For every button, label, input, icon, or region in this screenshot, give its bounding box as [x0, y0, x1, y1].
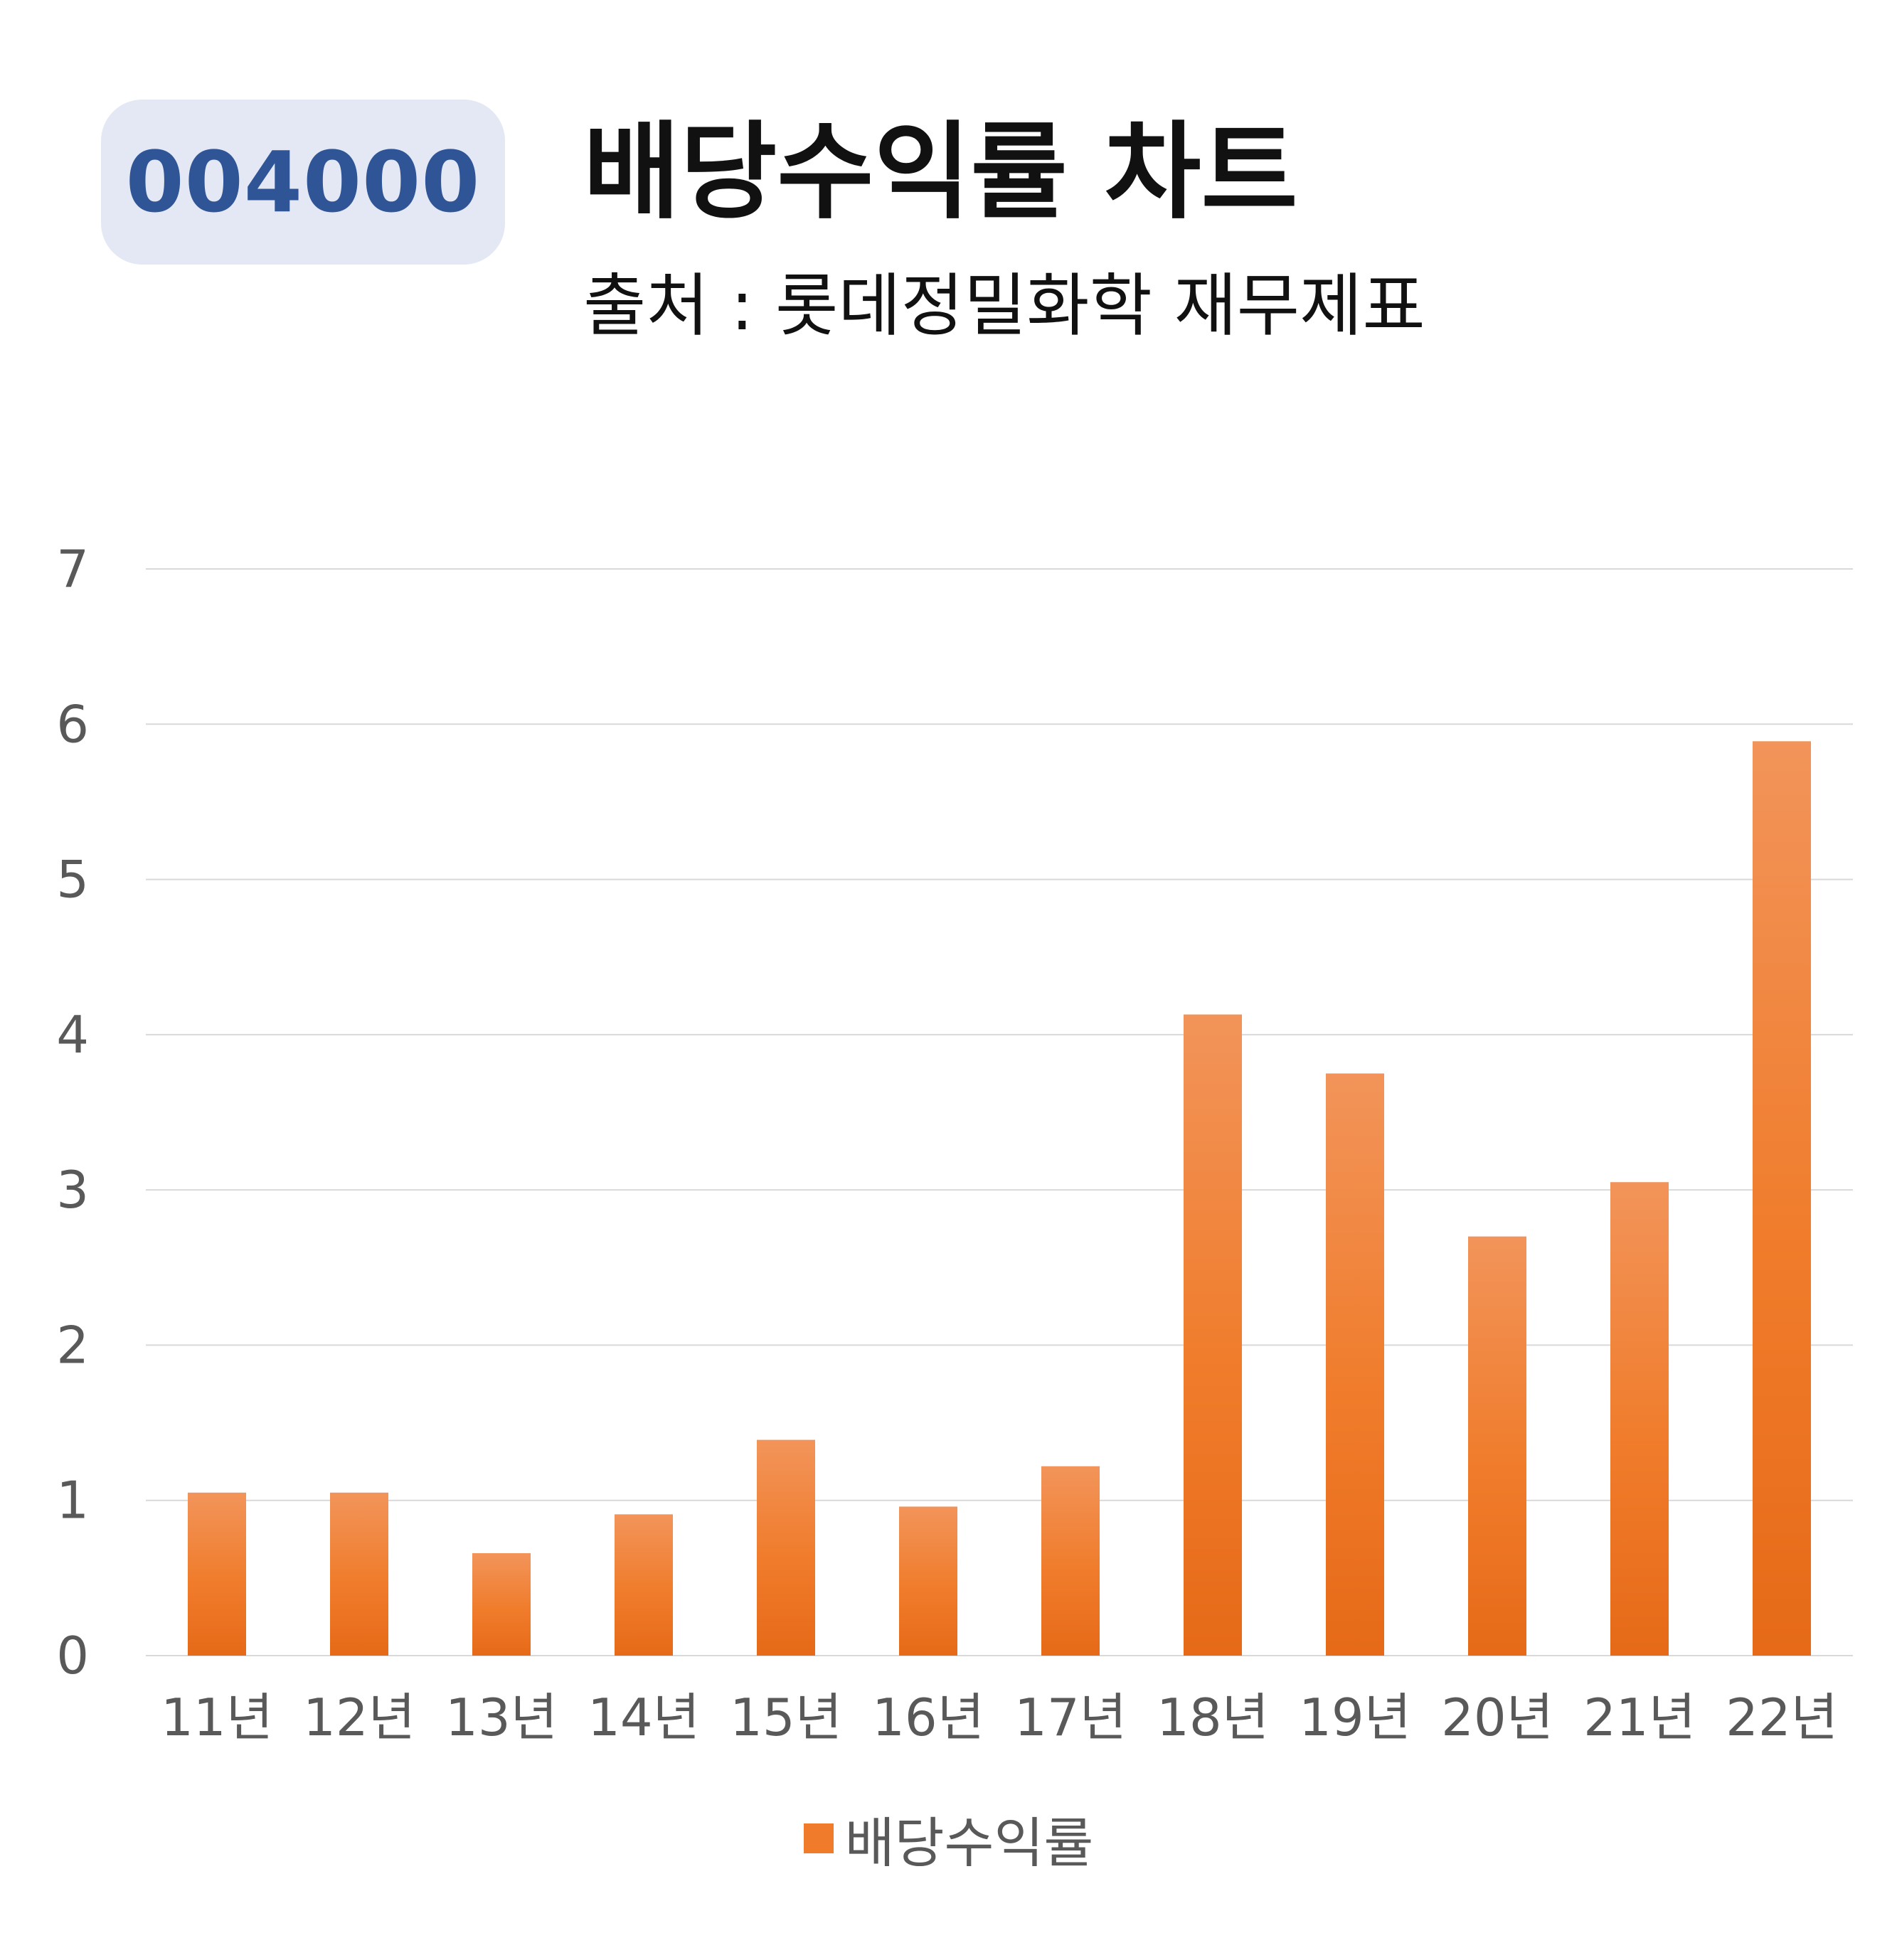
bars — [188, 741, 1811, 1656]
x-tick-label: 20년 — [1441, 1688, 1553, 1747]
page-title: 배당수익률 차트 — [583, 111, 1298, 233]
bar-16년 — [899, 1506, 957, 1656]
x-tick-label: 11년 — [161, 1688, 273, 1747]
bar-21년 — [1610, 1182, 1669, 1656]
x-tick-label: 13년 — [445, 1688, 558, 1747]
y-tick-label: 3 — [56, 1160, 89, 1220]
bar-18년 — [1184, 1014, 1242, 1656]
x-tick-label: 14년 — [588, 1688, 700, 1747]
y-axis-ticks: 0 1 2 3 4 5 6 7 — [56, 539, 89, 1685]
bar-12년 — [330, 1492, 388, 1656]
y-tick-label: 4 — [56, 1005, 89, 1065]
bar-13년 — [472, 1552, 531, 1656]
y-tick-label: 5 — [56, 850, 89, 910]
y-tick-label: 7 — [56, 539, 89, 599]
legend: 배당수익률 — [0, 1799, 1897, 1878]
legend-swatch — [803, 1823, 834, 1853]
bar-17년 — [1041, 1466, 1100, 1656]
bar-11년 — [188, 1492, 246, 1656]
bar-19년 — [1326, 1073, 1384, 1656]
x-tick-label: 12년 — [303, 1688, 415, 1747]
x-tick-label: 15년 — [730, 1688, 842, 1747]
x-tick-label: 17년 — [1014, 1688, 1127, 1747]
y-tick-label: 1 — [56, 1471, 89, 1530]
stock-code-badge: 004000 — [101, 100, 505, 265]
bar-22년 — [1753, 741, 1811, 1656]
y-tick-label: 2 — [56, 1315, 89, 1375]
bar-chart: 0 1 2 3 4 5 6 7 11년 12년 13년 14년 15년 16년 17년 18년 19년 20년 2… — [56, 539, 1853, 1747]
x-tick-label: 22년 — [1726, 1688, 1838, 1747]
x-tick-label: 19년 — [1299, 1688, 1411, 1747]
bar-14년 — [615, 1514, 673, 1656]
gridlines — [146, 568, 1853, 1656]
x-tick-label: 16년 — [872, 1688, 984, 1747]
stock-code: 004000 — [125, 133, 481, 231]
y-tick-label: 0 — [56, 1626, 89, 1685]
y-tick-label: 6 — [56, 694, 89, 754]
bar-20년 — [1468, 1236, 1526, 1656]
page-subtitle: 출처 : 롯데정밀화학 재무제표 — [583, 266, 1425, 346]
x-tick-label: 21년 — [1583, 1688, 1696, 1747]
x-tick-label: 18년 — [1157, 1688, 1269, 1747]
legend-label: 배당수익률 — [844, 1811, 1094, 1875]
x-axis-ticks: 11년 12년 13년 14년 15년 16년 17년 18년 19년 20년 21년 22년 — [161, 1688, 1838, 1747]
bar-15년 — [757, 1439, 815, 1656]
